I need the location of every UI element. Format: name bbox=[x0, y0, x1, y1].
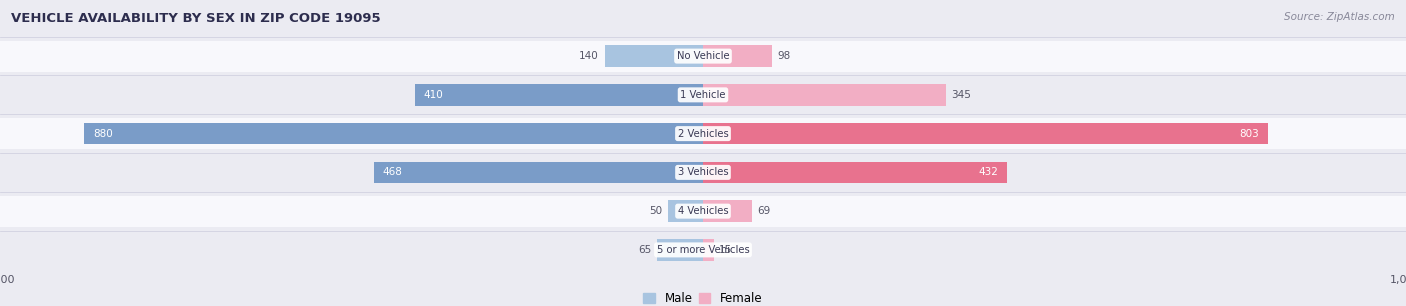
Bar bbox=[0, 196, 1406, 227]
Text: 50: 50 bbox=[650, 206, 662, 216]
Bar bbox=[703, 84, 946, 106]
Bar bbox=[703, 123, 1268, 144]
Bar bbox=[0, 157, 1406, 188]
Bar bbox=[84, 123, 703, 144]
Bar bbox=[0, 118, 1406, 149]
Bar bbox=[415, 84, 703, 106]
Text: 69: 69 bbox=[756, 206, 770, 216]
Bar bbox=[0, 234, 1406, 265]
Text: 345: 345 bbox=[950, 90, 972, 100]
Bar bbox=[657, 239, 703, 260]
Text: 2 Vehicles: 2 Vehicles bbox=[678, 129, 728, 139]
Text: 65: 65 bbox=[638, 245, 652, 255]
Text: 1 Vehicle: 1 Vehicle bbox=[681, 90, 725, 100]
Legend: Male, Female: Male, Female bbox=[644, 292, 762, 305]
Text: 15: 15 bbox=[720, 245, 733, 255]
Bar bbox=[703, 200, 752, 222]
Bar bbox=[703, 45, 772, 67]
Bar bbox=[668, 200, 703, 222]
Text: 803: 803 bbox=[1239, 129, 1260, 139]
Bar bbox=[605, 45, 703, 67]
Text: 5 or more Vehicles: 5 or more Vehicles bbox=[657, 245, 749, 255]
Text: VEHICLE AVAILABILITY BY SEX IN ZIP CODE 19095: VEHICLE AVAILABILITY BY SEX IN ZIP CODE … bbox=[11, 12, 381, 25]
Text: 410: 410 bbox=[423, 90, 443, 100]
Bar bbox=[0, 41, 1406, 72]
Text: 98: 98 bbox=[778, 51, 790, 61]
Text: 4 Vehicles: 4 Vehicles bbox=[678, 206, 728, 216]
Text: 468: 468 bbox=[382, 167, 402, 177]
Text: 880: 880 bbox=[93, 129, 112, 139]
Text: 3 Vehicles: 3 Vehicles bbox=[678, 167, 728, 177]
Bar bbox=[703, 239, 713, 260]
Text: 140: 140 bbox=[579, 51, 599, 61]
Text: Source: ZipAtlas.com: Source: ZipAtlas.com bbox=[1284, 12, 1395, 22]
Bar bbox=[374, 162, 703, 183]
Text: No Vehicle: No Vehicle bbox=[676, 51, 730, 61]
Bar bbox=[703, 162, 1007, 183]
Bar bbox=[0, 79, 1406, 110]
Text: 432: 432 bbox=[979, 167, 998, 177]
